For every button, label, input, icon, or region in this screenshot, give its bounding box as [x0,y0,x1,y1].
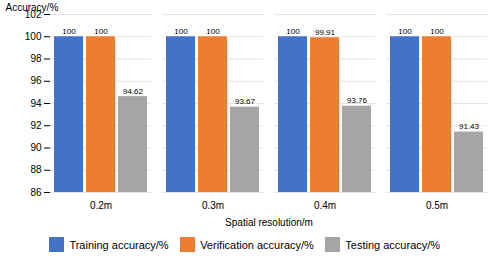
svg-text:100: 100 [286,27,300,36]
svg-text:100: 100 [398,27,412,36]
svg-text:Spatial resolution/m: Spatial resolution/m [225,217,313,228]
svg-text:0.3m: 0.3m [202,200,224,211]
svg-text:88: 88 [30,164,42,175]
svg-text:100: 100 [174,27,188,36]
svg-text:Accuracy/%: Accuracy/% [6,2,59,13]
html-text:Training accuracy/%: Training accuracy/% [69,238,169,251]
svg-text:100: 100 [94,27,108,36]
svg-text:94: 94 [30,98,42,109]
svg-text:93.67: 93.67 [235,97,256,106]
svg-text:92: 92 [30,120,42,131]
svg-text:86: 86 [30,187,42,198]
html-text:Testing accuracy/%: Testing accuracy/% [345,238,441,251]
svg-text:93.76: 93.76 [347,96,368,105]
svg-text:91.43: 91.43 [459,122,480,131]
svg-text:99.91: 99.91 [315,28,336,37]
svg-text:0.5m: 0.5m [426,200,448,211]
svg-text:90: 90 [30,142,42,153]
svg-text:0.4m: 0.4m [314,200,336,211]
svg-text:0.2m: 0.2m [90,200,112,211]
svg-text:98: 98 [30,53,42,64]
svg-text:100: 100 [430,27,444,36]
svg-text:100: 100 [25,31,42,42]
svg-text:94.62: 94.62 [123,87,144,96]
svg-text:96: 96 [30,75,42,86]
svg-text:100: 100 [206,27,220,36]
svg-text:102: 102 [24,8,42,20]
html-text:Verification accuracy/%: Verification accuracy/% [200,238,314,251]
svg-text:100: 100 [62,27,76,36]
